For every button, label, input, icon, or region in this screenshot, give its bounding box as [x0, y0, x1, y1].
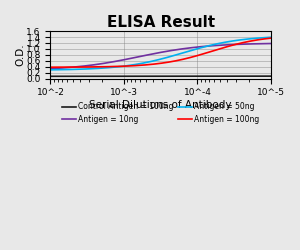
- Control Antigen = 100ng: [188, 75, 191, 78]
- Antigen = 100ng: [49, 66, 52, 69]
- Line: Antigen = 100ng: Antigen = 100ng: [50, 38, 271, 67]
- Antigen = 10ng: [49, 67, 52, 70]
- Line: Antigen = 10ng: Antigen = 10ng: [50, 44, 271, 69]
- Antigen = 10ng: [209, 44, 213, 47]
- Title: ELISA Result: ELISA Result: [107, 15, 215, 30]
- Antigen = 100ng: [121, 65, 124, 68]
- Antigen = 100ng: [208, 50, 211, 53]
- Control Antigen = 100ng: [49, 75, 52, 78]
- Legend: Control Antigen = 100ng, Antigen = 10ng, Antigen = 50ng, Antigen = 100ng: Control Antigen = 100ng, Antigen = 10ng,…: [62, 102, 259, 124]
- Antigen = 50ng: [208, 44, 211, 47]
- Antigen = 50ng: [49, 68, 52, 71]
- Control Antigen = 100ng: [136, 75, 140, 78]
- Antigen = 100ng: [75, 66, 79, 68]
- Antigen = 50ng: [209, 44, 213, 47]
- Antigen = 10ng: [121, 58, 124, 61]
- Antigen = 50ng: [75, 68, 79, 71]
- Antigen = 10ng: [208, 44, 211, 48]
- Antigen = 50ng: [188, 50, 191, 52]
- Antigen = 100ng: [209, 50, 213, 53]
- Y-axis label: O.D.: O.D.: [15, 44, 25, 66]
- Control Antigen = 100ng: [269, 75, 273, 78]
- Antigen = 10ng: [136, 56, 140, 58]
- Control Antigen = 100ng: [208, 75, 211, 78]
- Antigen = 100ng: [188, 56, 191, 59]
- Control Antigen = 100ng: [75, 75, 79, 78]
- Line: Antigen = 50ng: Antigen = 50ng: [50, 37, 271, 70]
- Antigen = 50ng: [121, 65, 124, 68]
- Antigen = 100ng: [136, 64, 140, 67]
- Antigen = 10ng: [75, 65, 79, 68]
- Antigen = 10ng: [269, 42, 273, 45]
- Antigen = 10ng: [188, 46, 191, 50]
- X-axis label: Serial Dilutions of Antibody: Serial Dilutions of Antibody: [89, 100, 232, 110]
- Antigen = 100ng: [269, 36, 273, 40]
- Antigen = 50ng: [136, 62, 140, 66]
- Antigen = 50ng: [269, 36, 273, 39]
- Control Antigen = 100ng: [121, 75, 124, 78]
- Control Antigen = 100ng: [209, 75, 213, 78]
